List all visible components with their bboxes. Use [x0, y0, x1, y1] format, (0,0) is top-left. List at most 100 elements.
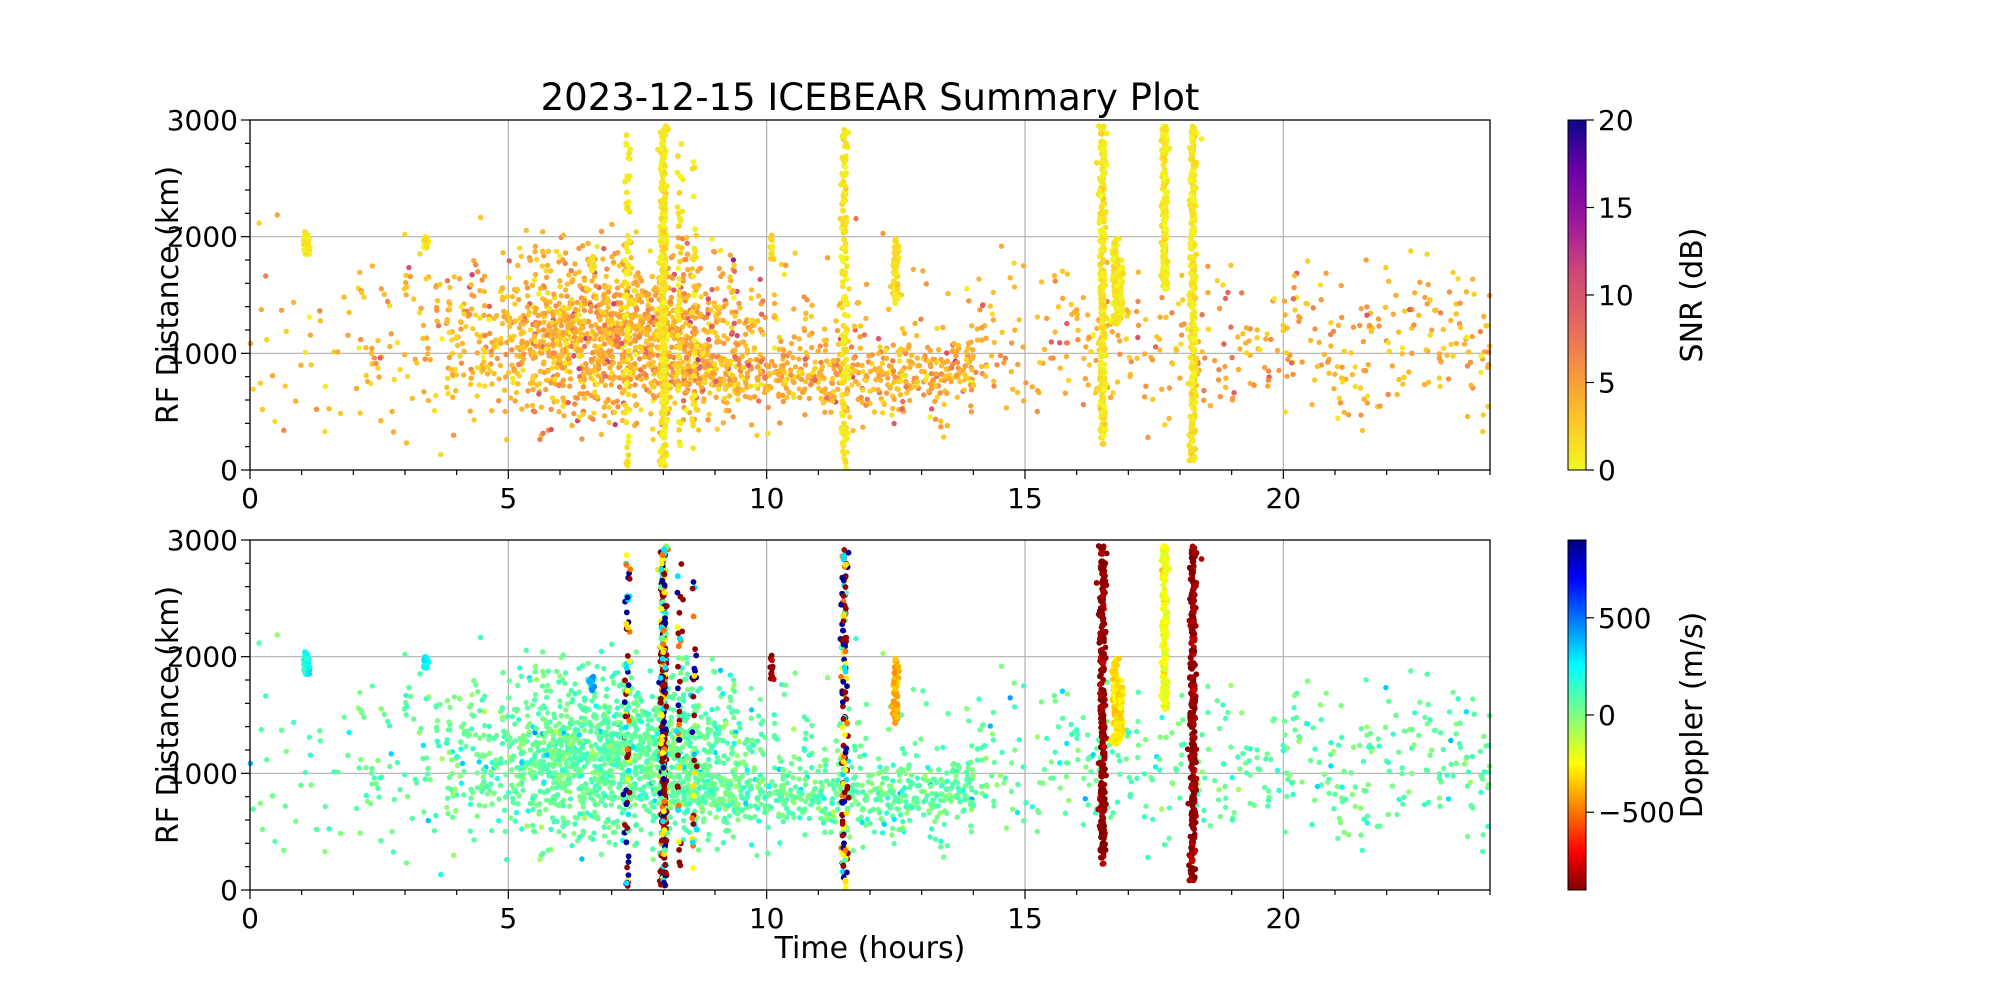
data-point — [530, 283, 535, 288]
data-point — [435, 298, 440, 303]
data-point — [564, 294, 569, 299]
data-point — [991, 290, 996, 295]
data-point — [1104, 131, 1110, 137]
data-point — [840, 413, 846, 419]
data-point — [743, 381, 748, 386]
data-point — [831, 358, 836, 363]
data-point — [840, 279, 846, 285]
data-point — [301, 247, 307, 253]
data-point — [891, 342, 896, 347]
data-point — [1142, 394, 1147, 399]
data-point — [712, 361, 717, 366]
data-point — [1011, 260, 1016, 265]
data-point — [1101, 240, 1107, 246]
data-point — [797, 346, 802, 351]
data-point — [589, 324, 594, 329]
data-point — [549, 320, 554, 325]
data-point — [1348, 350, 1353, 355]
data-point — [672, 400, 677, 405]
data-point — [486, 317, 491, 322]
data-point — [897, 352, 902, 357]
data-point — [1454, 311, 1459, 316]
data-point — [346, 310, 351, 315]
data-point — [482, 383, 487, 388]
data-point — [968, 340, 973, 345]
data-point — [721, 341, 726, 346]
data-point — [1408, 248, 1413, 253]
data-point — [519, 254, 524, 259]
data-point — [777, 420, 782, 425]
data-point — [1427, 332, 1432, 337]
data-point — [903, 384, 908, 389]
data-point — [540, 263, 545, 268]
data-point — [457, 276, 462, 281]
data-point — [468, 382, 473, 387]
data-point — [470, 370, 475, 375]
data-point — [370, 683, 375, 688]
grid — [250, 120, 1490, 470]
data-point — [976, 276, 981, 281]
data-point — [842, 370, 848, 376]
data-point — [1312, 377, 1317, 382]
data-point — [1437, 351, 1442, 356]
top-y-axis-label: RF Distance (km) — [151, 166, 186, 424]
data-point — [749, 296, 754, 301]
data-point — [1181, 321, 1186, 326]
data-point — [1003, 356, 1008, 361]
data-point — [546, 249, 551, 254]
data-point — [566, 400, 571, 405]
data-point — [577, 391, 582, 396]
data-point — [1199, 136, 1205, 142]
data-point — [791, 380, 796, 385]
data-point — [735, 397, 740, 402]
data-point — [1400, 382, 1405, 387]
data-point — [626, 348, 632, 354]
data-point — [745, 370, 750, 375]
data-point — [520, 345, 525, 350]
data-point — [1098, 378, 1104, 384]
data-point — [477, 339, 482, 344]
data-point — [1199, 312, 1204, 317]
data-point — [599, 229, 604, 234]
data-point — [587, 336, 592, 341]
data-point — [563, 670, 568, 675]
data-point — [847, 414, 852, 419]
data-point — [677, 190, 683, 196]
data-point — [1161, 132, 1167, 138]
data-point — [338, 411, 343, 416]
data-point — [556, 409, 561, 414]
data-point — [1053, 278, 1058, 283]
data-point — [859, 395, 864, 400]
data-point — [525, 304, 530, 309]
data-point — [545, 369, 550, 374]
data-point — [1438, 310, 1443, 315]
data-point — [941, 434, 946, 439]
data-point — [1364, 313, 1369, 318]
data-point — [710, 353, 715, 358]
data-point — [725, 362, 730, 367]
data-point — [1282, 299, 1287, 304]
data-point — [1100, 271, 1106, 277]
data-point — [850, 428, 855, 433]
data-point — [662, 170, 668, 176]
data-point — [540, 649, 545, 654]
y-tick-label: 0 — [220, 454, 238, 487]
data-point — [599, 301, 604, 306]
data-point — [677, 259, 683, 265]
data-point — [676, 317, 682, 323]
data-point — [596, 352, 601, 357]
data-point — [1042, 347, 1047, 352]
data-point — [589, 357, 594, 362]
data-point — [577, 312, 582, 317]
data-point — [461, 349, 466, 354]
scatter-points — [248, 543, 1493, 891]
data-point — [1416, 313, 1421, 318]
data-point — [1189, 172, 1195, 178]
data-point — [1290, 372, 1295, 377]
data-point — [639, 377, 644, 382]
data-point — [1225, 290, 1230, 295]
data-point — [650, 274, 655, 279]
data-point — [1441, 327, 1446, 332]
data-point — [592, 390, 597, 395]
data-point — [622, 257, 628, 263]
